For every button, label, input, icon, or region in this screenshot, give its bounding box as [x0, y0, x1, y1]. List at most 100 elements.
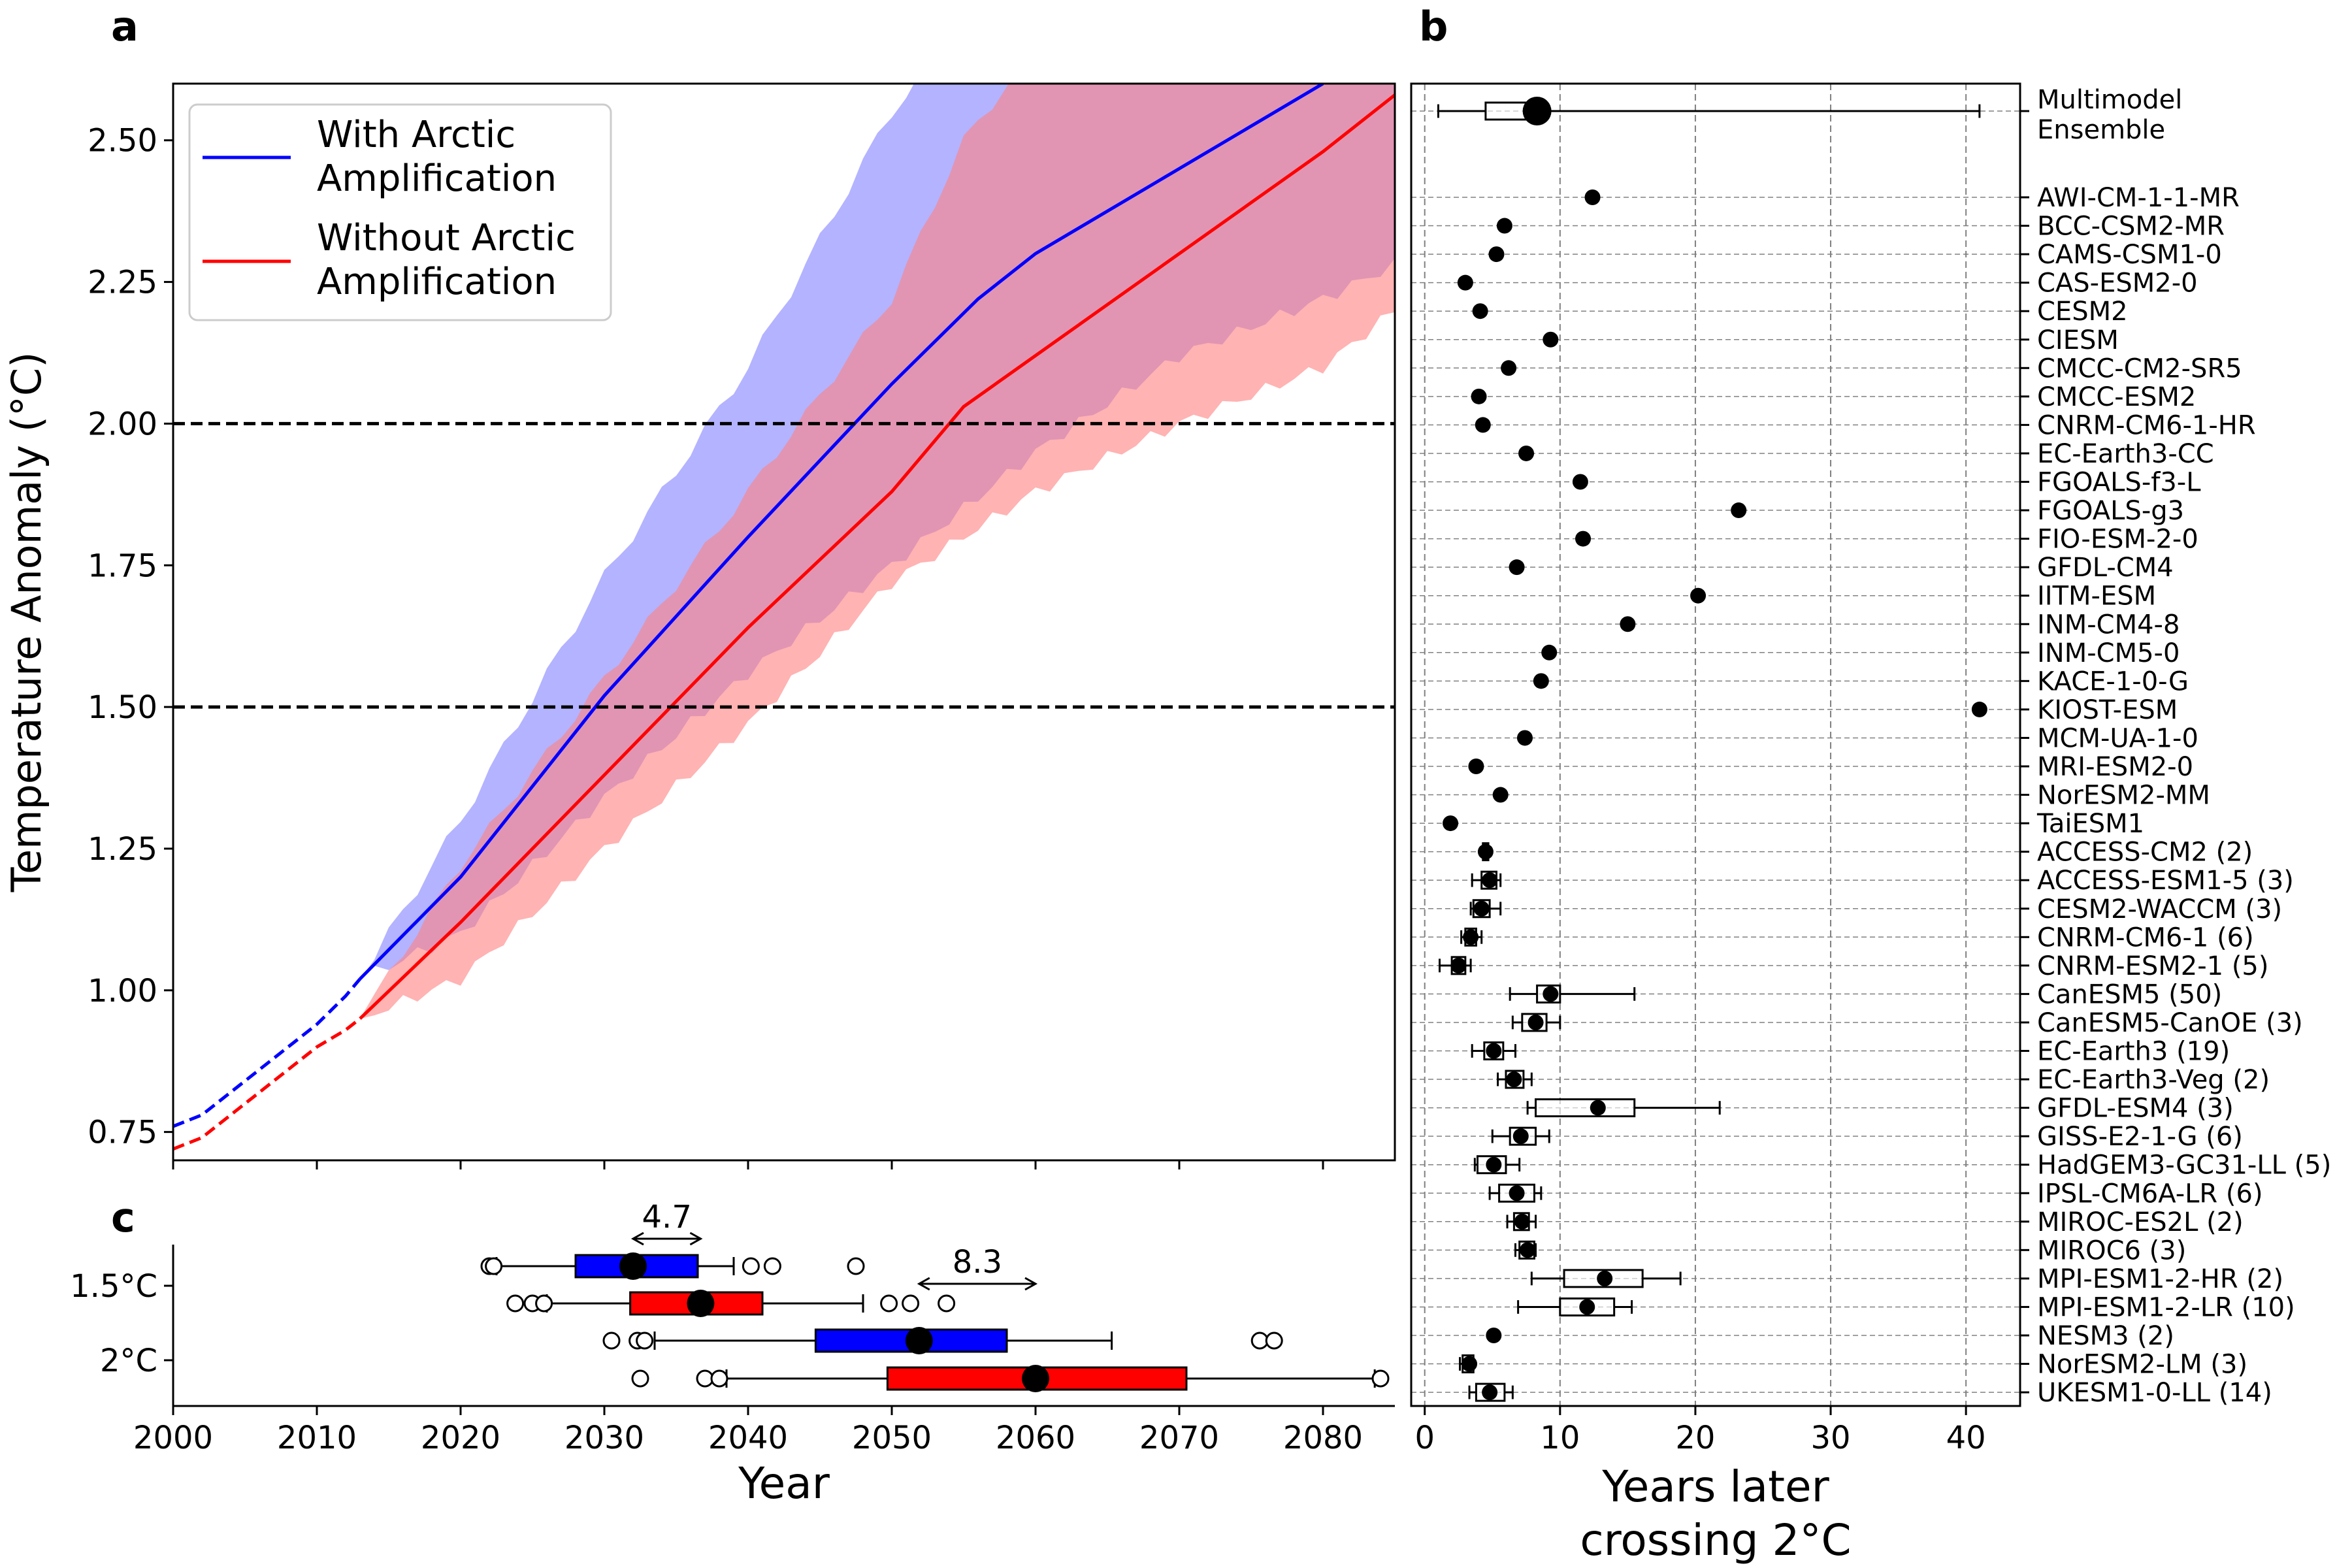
mean-marker — [1473, 900, 1490, 917]
panel-b-xtick-label: 20 — [1675, 1420, 1715, 1456]
model-label: MIROC-ES2L (2) — [2037, 1207, 2244, 1237]
legend-label-without-aa-1: Without Arctic — [317, 217, 576, 259]
panel-c-ytick-label: 1.5°C — [70, 1268, 157, 1305]
model-box-36 — [1506, 1212, 1537, 1232]
model-box-14 — [1690, 587, 1707, 604]
box — [1535, 1098, 1636, 1118]
mean-marker — [1597, 1270, 1613, 1286]
model-box-16 — [1541, 644, 1558, 661]
mean-marker — [1462, 1356, 1478, 1372]
legend-label-without-aa-2: Amplification — [317, 261, 557, 303]
c-box-2 — [602, 1327, 1283, 1354]
model-box-40 — [1486, 1328, 1502, 1343]
model-box-23 — [1477, 842, 1494, 862]
panel-c-xtick-label: 2070 — [1139, 1420, 1219, 1456]
mean-marker — [1590, 1100, 1606, 1116]
mean-marker — [1731, 502, 1747, 519]
mean-marker — [1572, 474, 1588, 490]
flier — [847, 1257, 865, 1275]
mean-marker — [1520, 1242, 1536, 1258]
mean-marker — [1516, 730, 1533, 746]
model-label: CAS-ESM2-0 — [2037, 269, 2198, 299]
panel-b-xlabel-line1: Years later — [1601, 1462, 1829, 1512]
panel-label-b: b — [1419, 3, 1448, 50]
mean-marker — [687, 1290, 715, 1317]
model-box-28 — [1509, 984, 1636, 1004]
model-label: GISS-E2-1-G (6) — [2037, 1122, 2243, 1152]
mean-marker — [1522, 97, 1552, 125]
c-box-1 — [506, 1290, 956, 1317]
model-label: CMCC-ESM2 — [2037, 382, 2196, 412]
model-box-35 — [1488, 1183, 1543, 1203]
flier — [602, 1331, 621, 1350]
panel-a-ytick-label: 2.25 — [88, 265, 157, 301]
panel-a-ylabel: Temperature Anomaly (°C) — [3, 352, 50, 893]
model-box-29 — [1511, 1013, 1561, 1032]
model-label: ACCESS-ESM1-5 (3) — [2037, 866, 2294, 896]
panel-a-ytick-label: 1.50 — [88, 689, 157, 726]
model-box-30 — [1471, 1041, 1516, 1060]
model-box-9 — [1518, 445, 1535, 461]
model-label: MCM-UA-1-0 — [2037, 723, 2198, 753]
panel-b-xtick-label: 10 — [1540, 1420, 1580, 1456]
model-box-38 — [1530, 1269, 1682, 1288]
model-label: TaiESM1 — [2036, 809, 2144, 839]
model-label: CIESM — [2037, 325, 2119, 355]
mean-marker — [1486, 1156, 1502, 1173]
projection-line-series-1 — [359, 93, 1395, 1021]
model-label: MPI-ESM1-2-HR (2) — [2037, 1264, 2283, 1294]
mean-marker — [1971, 701, 1987, 717]
panel-a-ytick-label: 1.00 — [88, 973, 157, 1009]
model-label: GFDL-CM4 — [2037, 553, 2174, 583]
mean-marker — [1471, 388, 1487, 404]
model-box-32 — [1526, 1098, 1721, 1118]
ensemble-label: Multimodel — [2037, 85, 2182, 115]
mean-marker — [1496, 218, 1512, 234]
model-box-42 — [1468, 1382, 1514, 1402]
model-label: ACCESS-CM2 (2) — [2037, 838, 2253, 868]
model-box-22 — [1443, 815, 1459, 832]
mean-marker — [1472, 303, 1488, 319]
model-label: FGOALS-g3 — [2037, 496, 2184, 526]
model-label: FIO-ESM-2-0 — [2037, 525, 2198, 555]
mean-marker — [619, 1252, 647, 1280]
mean-marker — [1482, 872, 1498, 889]
mean-marker — [1482, 1384, 1498, 1401]
model-label: UKESM1-0-LL (14) — [2037, 1378, 2272, 1408]
model-box-13 — [1509, 559, 1525, 576]
mean-marker — [1527, 1014, 1544, 1030]
panel-c-xtick-label: 2030 — [564, 1420, 644, 1456]
c-box-0 — [480, 1252, 865, 1280]
flier — [506, 1294, 525, 1313]
model-box-24 — [1471, 870, 1502, 890]
flier — [636, 1331, 654, 1350]
model-box-26 — [1460, 927, 1483, 947]
mean-marker — [1575, 531, 1592, 547]
model-label: CAMS-CSM1-0 — [2037, 240, 2222, 270]
model-label: CNRM-CM6-1 (6) — [2037, 923, 2254, 953]
ensemble-label: Ensemble — [2037, 115, 2165, 145]
panel-c-xtick-label: 2020 — [421, 1420, 500, 1456]
panel-c-xtick-label: 2060 — [996, 1420, 1075, 1456]
panel-a-ytick-label: 1.25 — [88, 831, 157, 868]
model-box-39 — [1517, 1297, 1633, 1316]
panel-a-line-chart: 0.75 1.00 1.25 1.50 1.75 2.00 2.25 2.50 Tempera… — [3, 82, 1396, 1169]
model-label: NorESM2-MM — [2037, 781, 2210, 811]
flier — [696, 1369, 714, 1388]
arrow-head-right — [1024, 1277, 1038, 1291]
panel-c-xlabel: Year — [738, 1458, 830, 1509]
model-box-0 — [1584, 189, 1601, 205]
mean-marker — [905, 1327, 933, 1354]
model-label: EC-Earth3-Veg (2) — [2037, 1065, 2270, 1095]
flier — [880, 1294, 898, 1313]
model-box-1 — [1496, 218, 1512, 234]
flier — [763, 1257, 781, 1275]
panel-c-box-chart: 4.7 8.3 2000 2010 2020 2030 2040 2050 2060 2070 2… — [70, 1199, 1395, 1509]
model-label: MPI-ESM1-2-LR (10) — [2037, 1292, 2295, 1322]
model-box-11 — [1731, 502, 1747, 519]
model-label: AWI-CM-1-1-MR — [2037, 183, 2240, 213]
mean-marker — [1468, 759, 1484, 774]
mean-marker — [1584, 189, 1601, 205]
panel-c-xtick-label: 2080 — [1283, 1420, 1363, 1456]
model-label: GFDL-ESM4 (3) — [2037, 1094, 2234, 1124]
